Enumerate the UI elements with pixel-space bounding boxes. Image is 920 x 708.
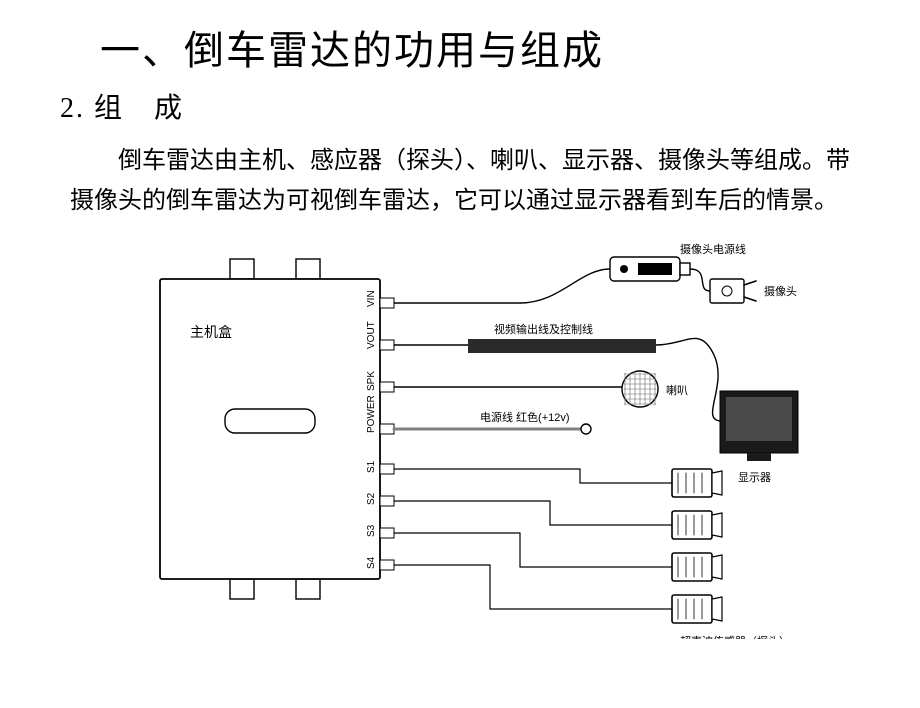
svg-text:喇叭: 喇叭 <box>666 383 688 397</box>
svg-text:VIN: VIN <box>366 291 377 308</box>
svg-text:S2: S2 <box>366 493 377 506</box>
page-title: 一、倒车雷达的功用与组成 <box>100 18 920 76</box>
svg-text:超声波传感器（探头）: 超声波传感器（探头） <box>680 634 790 639</box>
svg-text:VOUT: VOUT <box>366 321 377 349</box>
svg-text:电源线 红色(+12v): 电源线 红色(+12v) <box>480 410 570 424</box>
diagram-svg: 主机盒 VIN VOUT SPK POWER S1 S2 S3 S4 摄像头电源线摄像头视频输出线… <box>80 239 840 639</box>
svg-text:显示器: 显示器 <box>738 471 771 484</box>
svg-text:SPK: SPK <box>366 371 377 391</box>
section-subtitle: 2. 组 成 <box>60 86 920 126</box>
svg-text:S4: S4 <box>366 557 377 570</box>
svg-text:S1: S1 <box>366 461 377 474</box>
svg-text:S3: S3 <box>366 525 377 538</box>
svg-text:POWER: POWER <box>366 395 377 433</box>
wiring-diagram: 主机盒 VIN VOUT SPK POWER S1 S2 S3 S4 摄像头电源线摄像头视频输出线… <box>80 239 840 639</box>
svg-text:主机盒: 主机盒 <box>190 324 232 340</box>
body-paragraph: 倒车雷达由主机、感应器（探头）、喇叭、显示器、摄像头等组成。带摄像头的倒车雷达为… <box>70 142 850 221</box>
svg-text:摄像头: 摄像头 <box>764 284 797 298</box>
svg-text:视频输出线及控制线: 视频输出线及控制线 <box>494 322 593 336</box>
svg-text:摄像头电源线: 摄像头电源线 <box>680 242 746 256</box>
